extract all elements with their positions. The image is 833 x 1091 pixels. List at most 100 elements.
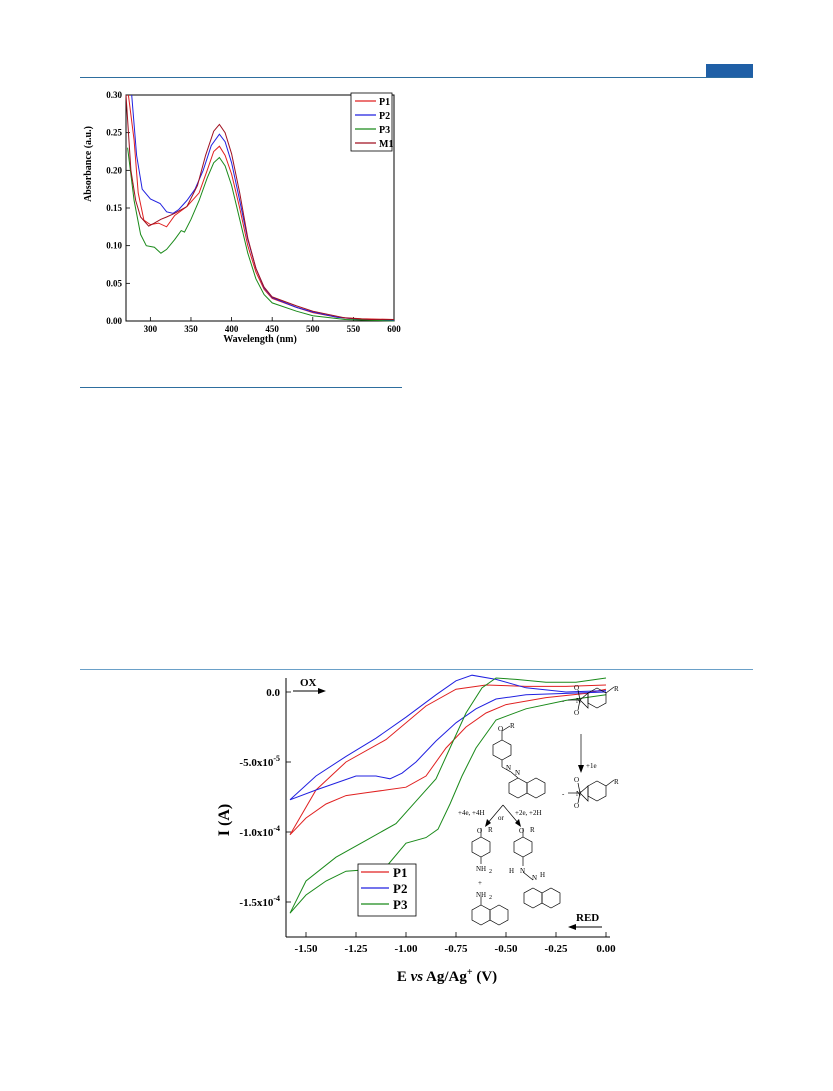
arrow-down-right-icon xyxy=(515,819,521,827)
uv-x-axis-label: Wavelength (nm) xyxy=(223,334,297,345)
cv-y-tick-label: -5.0x10-5 xyxy=(239,754,280,769)
ox-annotation: OX xyxy=(293,677,326,694)
svg-text:H: H xyxy=(540,871,545,879)
reaction-scheme xyxy=(471,686,615,926)
uv-y-axis-label: Absorbance (a.u.) xyxy=(83,126,94,202)
cv-series-p2-line xyxy=(289,674,607,801)
cv-series-lines xyxy=(289,674,607,914)
cv-x-axis-label: E vs Ag/Ag+ (V) xyxy=(397,967,497,985)
section-rule xyxy=(80,669,753,670)
svg-text:N: N xyxy=(576,790,581,798)
arrow-left-icon xyxy=(568,924,576,930)
uv-y-tick-label: 0.00 xyxy=(106,316,122,326)
svg-text:O: O xyxy=(498,725,503,733)
uv-y-tick-label: 0.30 xyxy=(106,90,122,100)
svg-text:O: O xyxy=(574,802,579,810)
cv-y-axis-label: I (A) xyxy=(216,804,233,836)
svg-text:-: - xyxy=(562,697,565,705)
uv-y-tick-label: 0.20 xyxy=(106,165,122,175)
uv-x-tick-label: 500 xyxy=(306,324,320,334)
arrow-down-icon xyxy=(578,765,584,773)
cv-axis-ticks: -1.50 -1.25 -1.00 -0.75 -0.50 -0.25 0.00 0.0 -5.… xyxy=(239,687,616,955)
svg-text:O: O xyxy=(574,684,579,692)
uv-series-p2-line xyxy=(131,94,395,321)
cv-x-tick-label: -0.75 xyxy=(445,943,468,955)
cv-x-tick-label: -1.50 xyxy=(295,943,318,955)
cv-y-tick-label: -1.0x10-4 xyxy=(239,824,280,839)
hydrazo-product-structure xyxy=(513,828,561,909)
uv-absorbance-chart: 300 350 400 450 500 550 600 0.00 0.05 0.10 0.15 0.2… xyxy=(83,90,401,345)
uv-x-tick-label: 600 xyxy=(387,324,401,334)
arrow-down-left-icon xyxy=(485,819,491,827)
svg-text:or: or xyxy=(498,814,505,822)
uv-y-tick-label: 0.05 xyxy=(106,278,122,288)
svg-text:NH: NH xyxy=(476,891,486,899)
uv-series-lines xyxy=(125,94,395,322)
svg-text:RED: RED xyxy=(576,912,599,924)
svg-text:R: R xyxy=(510,722,515,730)
header-tab xyxy=(706,64,753,77)
svg-text:R: R xyxy=(488,826,493,834)
cv-x-tick-label: 0.00 xyxy=(596,943,616,955)
uv-y-tick-label: 0.10 xyxy=(106,241,122,251)
phthalimide-structure xyxy=(568,686,615,711)
cv-y-tick-label: -1.5x10-4 xyxy=(239,894,280,909)
uv-legend-label: M1 xyxy=(379,139,393,150)
uv-legend-label: P2 xyxy=(379,111,390,122)
red-annotation: RED xyxy=(568,912,602,930)
svg-text:+4e, +4H: +4e, +4H xyxy=(458,809,485,817)
svg-text:NH: NH xyxy=(476,865,486,873)
arrow-right-icon xyxy=(318,688,326,694)
header-rule xyxy=(80,77,753,78)
cv-x-tick-label: -1.00 xyxy=(395,943,418,955)
svg-text:H: H xyxy=(509,867,514,875)
figure-divider-rule xyxy=(80,387,402,388)
svg-text:R: R xyxy=(530,826,535,834)
svg-text:OX: OX xyxy=(300,677,317,689)
svg-text:N: N xyxy=(506,764,511,772)
uv-x-tick-label: 350 xyxy=(184,324,198,334)
svg-text:+2e, +2H: +2e, +2H xyxy=(515,809,542,817)
uv-x-tick-label: 450 xyxy=(265,324,279,334)
uv-x-tick-label: 400 xyxy=(225,324,239,334)
cv-legend-label: P3 xyxy=(393,897,408,912)
svg-text:-: - xyxy=(562,790,565,798)
cv-legend-label: P2 xyxy=(393,881,407,896)
uv-series-p3-line xyxy=(127,147,395,322)
cv-legend-label: P1 xyxy=(393,865,407,880)
scheme-labels: O R N N +4e, +4H +2e, +2H or O R NH 2 + … xyxy=(458,684,619,901)
phthalimide-radical-anion-structure xyxy=(568,779,615,804)
uv-x-tick-label: 300 xyxy=(144,324,158,334)
uv-x-tick-label: 550 xyxy=(347,324,361,334)
svg-text:N: N xyxy=(576,697,581,705)
cv-x-tick-label: -1.25 xyxy=(345,943,368,955)
svg-text:O: O xyxy=(477,827,482,835)
svg-text:+: + xyxy=(478,879,482,887)
svg-text:N: N xyxy=(515,769,520,777)
svg-text:R: R xyxy=(614,778,619,786)
svg-text:O: O xyxy=(519,827,524,835)
cv-y-tick-label: 0.0 xyxy=(266,687,280,699)
azo-compound-structure xyxy=(492,725,546,799)
uv-legend-label: P3 xyxy=(379,125,390,136)
uv-legend: P1 P2 P3 M1 xyxy=(350,92,393,152)
uv-y-tick-label: 0.15 xyxy=(106,203,122,213)
svg-text:2: 2 xyxy=(489,895,492,901)
cv-series-p1-line xyxy=(289,684,607,836)
cv-x-tick-label: -0.25 xyxy=(545,943,568,955)
cv-series-p3-line xyxy=(289,677,607,914)
svg-text:+1e: +1e xyxy=(586,762,597,770)
svg-text:O: O xyxy=(574,776,579,784)
svg-text:R: R xyxy=(614,685,619,693)
uv-y-tick-label: 0.25 xyxy=(106,128,122,138)
uv-legend-label: P1 xyxy=(379,97,390,108)
svg-text:N: N xyxy=(520,867,525,875)
svg-text:O: O xyxy=(574,709,579,717)
svg-text:2: 2 xyxy=(489,869,492,875)
svg-text:N: N xyxy=(532,874,537,882)
uv-series-m1-line xyxy=(125,94,394,320)
amine-products-structure xyxy=(471,828,509,926)
scheme-arrowheads xyxy=(485,765,584,827)
